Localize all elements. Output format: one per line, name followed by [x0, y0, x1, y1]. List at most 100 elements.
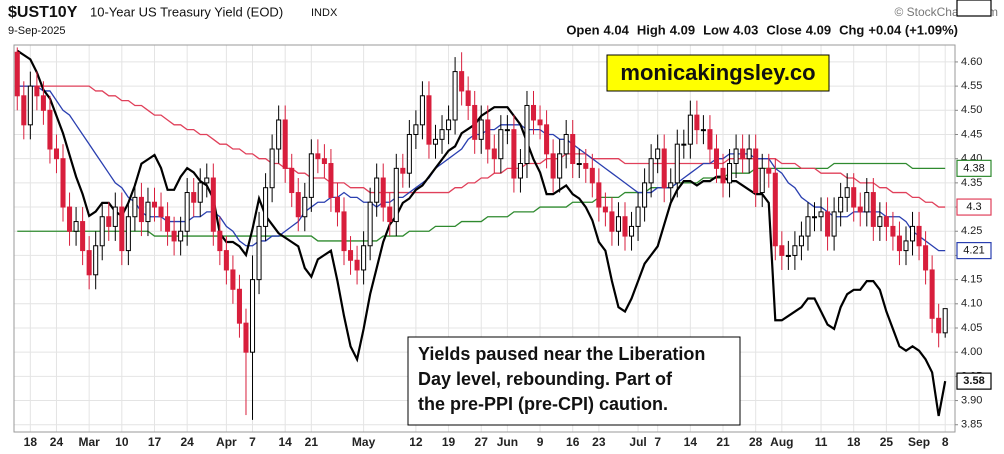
candle-body: [792, 245, 798, 256]
x-tick-label: 21: [305, 435, 319, 449]
x-tick-label: 7: [654, 435, 661, 449]
value-tag: 4.21: [963, 245, 984, 257]
quote-value: 4.03: [733, 22, 758, 37]
x-tick-label: 23: [592, 435, 606, 449]
candle-body: [504, 129, 510, 132]
x-tick-label: 24: [180, 435, 194, 449]
y-tick-label: 4.15: [961, 274, 982, 286]
candle-body: [544, 124, 550, 155]
y-tick-label: 4.50: [961, 104, 982, 116]
candle-body: [818, 211, 824, 218]
quote-value: 4.09: [670, 22, 695, 37]
candle-body: [648, 158, 654, 184]
candle-body: [60, 158, 66, 208]
quote-label: Close: [766, 22, 801, 37]
candle-body: [517, 163, 523, 179]
candle-body: [80, 221, 86, 252]
candle-body: [413, 124, 419, 135]
value-tag-box: [956, 241, 992, 260]
candle-body: [374, 177, 380, 203]
candle-body: [308, 153, 314, 198]
candle-body: [367, 201, 373, 247]
watermark: monicakingsley.co: [620, 60, 815, 85]
marks: [14, 47, 948, 420]
candle-body: [537, 119, 543, 126]
candle-body: [923, 245, 929, 271]
candle-body: [178, 230, 184, 242]
candle-body: [53, 148, 60, 160]
candle-body: [269, 148, 275, 189]
candle-body: [400, 167, 406, 174]
candle-body: [831, 211, 837, 237]
candle-body: [73, 221, 79, 232]
candle-body: [158, 206, 164, 218]
candle-body: [40, 95, 46, 111]
candle-body: [106, 216, 112, 227]
candle-body: [295, 192, 301, 218]
candle-body: [524, 104, 530, 165]
candle-body: [67, 206, 73, 232]
candle-body: [753, 148, 759, 194]
x-tick-label: 11: [815, 435, 828, 449]
candle-body: [877, 216, 883, 227]
candle-body: [204, 177, 210, 184]
x-tick-label: 14: [684, 435, 698, 449]
candle-body: [798, 235, 804, 247]
quote-label: Low: [703, 22, 730, 37]
candle-body: [759, 167, 765, 194]
x-tick-label: 25: [880, 435, 894, 449]
value-tag-box: [956, 159, 992, 177]
series-line: [17, 85, 946, 208]
candle-body: [916, 225, 922, 247]
candle-body: [936, 317, 942, 334]
candle-body: [622, 216, 628, 237]
candle-body: [740, 148, 746, 160]
candle-body: [602, 206, 608, 213]
candle-body: [119, 206, 125, 252]
candle-body: [125, 216, 131, 252]
y-tick-label: 4.10: [961, 298, 982, 310]
candle-body: [498, 129, 504, 160]
candle-body: [511, 129, 517, 179]
candle-body: [459, 71, 465, 92]
x-tick-label: Jun: [497, 435, 518, 449]
x-tick-label: 21: [716, 435, 730, 449]
candle-body: [491, 148, 497, 160]
candle-body: [596, 182, 602, 208]
value-tag-box: [956, 198, 992, 216]
candle-body: [191, 192, 197, 203]
quote-value: +0.04 (+1.09%): [868, 22, 958, 37]
value-tag-box: [956, 0, 992, 17]
candle-body: [615, 216, 621, 232]
candle-body: [694, 114, 700, 131]
x-tick-label: Apr: [216, 435, 237, 449]
y-tick-label: 4.35: [961, 177, 982, 189]
candle-body: [583, 163, 589, 169]
candle-body: [478, 119, 484, 140]
quote-label: High: [637, 22, 666, 37]
candle-body: [27, 85, 33, 126]
value-tag-box: [956, 372, 992, 390]
x-tick-label: 18: [847, 435, 861, 449]
candle-body: [439, 129, 445, 140]
candle-body: [779, 245, 785, 256]
candle-body: [805, 216, 811, 237]
candle-body: [668, 182, 674, 189]
candle-body: [903, 240, 909, 252]
candle-body: [687, 114, 693, 145]
candle-body: [34, 85, 40, 97]
candle-body: [570, 133, 576, 165]
x-tick-label: Mar: [78, 435, 100, 449]
date: 9-Sep-2025: [8, 25, 66, 37]
candle-body: [302, 196, 308, 218]
candle-body: [727, 163, 733, 184]
y-tick-label: 3.85: [961, 419, 982, 431]
candle-body: [700, 129, 706, 132]
candle-body: [766, 167, 772, 174]
candle-body: [223, 250, 229, 271]
candle-body: [609, 211, 615, 232]
candle-body: [883, 216, 889, 227]
candle-body: [642, 182, 648, 208]
x-tick-label: 28: [749, 435, 763, 449]
